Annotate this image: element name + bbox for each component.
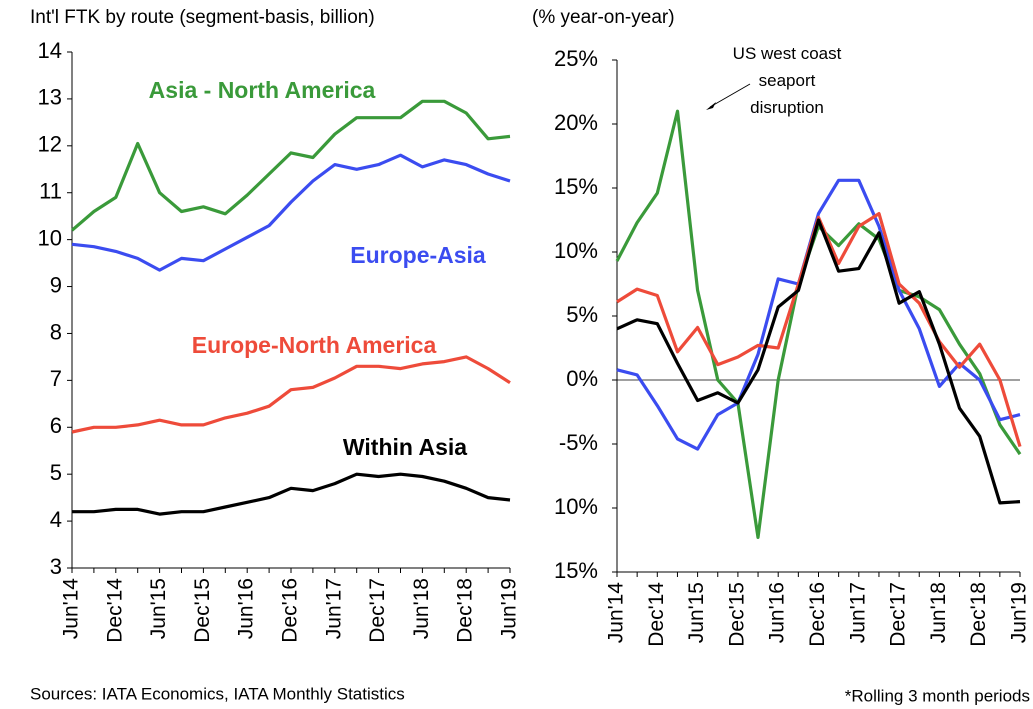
x-tick-label: Jun'18 bbox=[410, 578, 433, 639]
series-line bbox=[616, 212, 1022, 448]
x-tick-label: Jun'15 bbox=[147, 578, 170, 639]
x-tick-label: Jun'19 bbox=[498, 578, 521, 639]
y-tick-label: -5% bbox=[559, 430, 598, 455]
x-tick-label: Dec'14 bbox=[103, 578, 126, 643]
x-tick-label: Dec'16 bbox=[279, 578, 302, 643]
y-tick-label: 12 bbox=[38, 132, 62, 157]
annotation-arrowhead bbox=[706, 102, 716, 110]
chart-title: Int'l FTK by route (segment-basis, billi… bbox=[30, 7, 375, 28]
series-label: Asia - North America bbox=[149, 77, 376, 103]
y-tick-label: 11 bbox=[39, 179, 62, 204]
y-tick-label: 5% bbox=[566, 302, 598, 327]
x-tick-label: Dec'18 bbox=[967, 582, 990, 647]
y-tick-label: 13 bbox=[38, 85, 62, 110]
y-tick-label: 14 bbox=[38, 38, 62, 63]
y-tick-label: 15% bbox=[554, 558, 598, 583]
y-tick-label: 3 bbox=[50, 554, 62, 579]
y-tick-label: 10 bbox=[38, 225, 62, 250]
y-tick-label: 0% bbox=[566, 366, 598, 391]
series-line bbox=[615, 109, 1022, 539]
x-tick-label: Jun'19 bbox=[1008, 582, 1031, 643]
x-tick-label: Dec'18 bbox=[454, 578, 477, 643]
footnote: Sources: IATA Economics, IATA Monthly St… bbox=[30, 684, 405, 703]
x-tick-label: Jun'16 bbox=[235, 578, 258, 639]
x-tick-label: Jun'16 bbox=[766, 582, 789, 643]
y-tick-label: 15% bbox=[554, 174, 598, 199]
series-line bbox=[70, 99, 511, 232]
y-tick-label: 4 bbox=[50, 507, 62, 532]
y-tick-label: 10% bbox=[554, 238, 598, 263]
x-tick-label: Jun'14 bbox=[605, 582, 628, 644]
x-tick-label: Dec'16 bbox=[806, 582, 829, 647]
y-tick-label: 8 bbox=[50, 319, 62, 344]
y-tick-label: 25% bbox=[554, 46, 598, 71]
y-tick-label: 5 bbox=[50, 460, 62, 485]
x-tick-label: Jun'18 bbox=[927, 582, 950, 643]
footnote: *Rolling 3 month periods bbox=[845, 686, 1030, 705]
series-line bbox=[616, 178, 1021, 451]
series-line bbox=[71, 355, 511, 434]
x-tick-label: Jun'17 bbox=[846, 582, 869, 643]
y-tick-label: 10% bbox=[554, 494, 598, 519]
x-tick-label: Jun'14 bbox=[60, 578, 83, 640]
x-tick-label: Dec'15 bbox=[725, 582, 748, 647]
x-tick-label: Dec'17 bbox=[887, 582, 910, 647]
x-tick-label: Jun'15 bbox=[685, 582, 708, 643]
y-tick-label: 9 bbox=[50, 272, 62, 297]
y-tick-label: 20% bbox=[554, 110, 598, 135]
y-tick-label: 6 bbox=[50, 413, 62, 438]
series-line bbox=[616, 218, 1021, 505]
series-line bbox=[72, 472, 511, 516]
series-label: Europe-Asia bbox=[350, 242, 486, 268]
series-line bbox=[71, 153, 511, 272]
x-tick-label: Jun'17 bbox=[322, 578, 345, 639]
annotation-arrow bbox=[709, 83, 751, 108]
annotation: US west coast seaport disruption bbox=[732, 44, 842, 117]
x-tick-label: Dec'14 bbox=[645, 582, 668, 647]
series-label: Europe-North America bbox=[192, 332, 437, 358]
chart-title: (% year-on-year) bbox=[532, 7, 675, 28]
y-tick-label: 7 bbox=[50, 366, 62, 391]
x-tick-label: Dec'17 bbox=[366, 578, 389, 643]
series-label: Within Asia bbox=[343, 434, 467, 460]
x-tick-label: Dec'15 bbox=[191, 578, 214, 643]
